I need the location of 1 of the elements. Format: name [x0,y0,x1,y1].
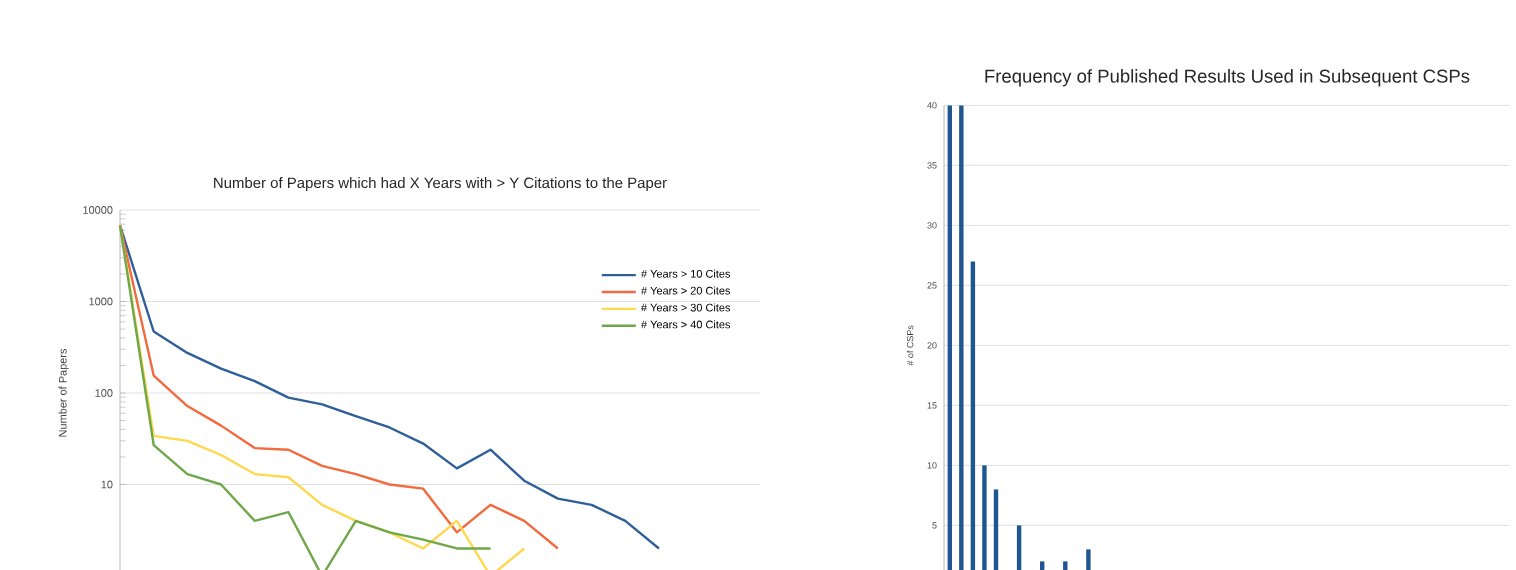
chart-title: Frequency of Published Results Used in Subsequent CSPs [985,69,1470,87]
